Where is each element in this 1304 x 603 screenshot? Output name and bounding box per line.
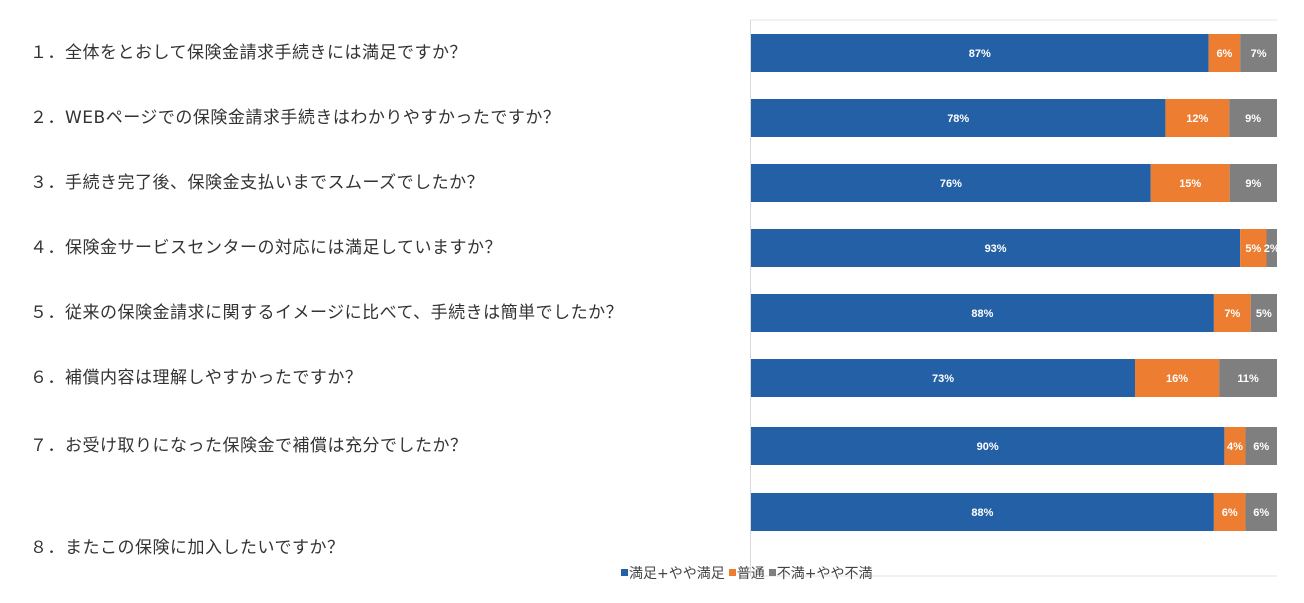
bar-neutral — [1208, 34, 1241, 72]
data-label-dissatisfied: 6% — [1253, 441, 1269, 453]
bar-neutral — [1213, 294, 1251, 332]
bar-satisfied — [751, 99, 1166, 137]
bar-dissatisfied — [1245, 427, 1277, 465]
bar-satisfied — [751, 359, 1135, 397]
data-label-neutral: 16% — [1166, 373, 1188, 385]
legend-item: 満足+やや満足 — [621, 563, 725, 583]
data-label-neutral: 4% — [1227, 441, 1243, 453]
data-label-neutral: 15% — [1179, 178, 1201, 190]
question-list: １．全体をとおして保険金請求手続きには満足ですか？ ２．WEBページでの保険金請求… — [30, 43, 624, 558]
data-label-dissatisfied: 9% — [1245, 178, 1261, 190]
legend-swatch — [728, 569, 736, 576]
data-label-satisfied: 76% — [940, 178, 962, 190]
data-label-satisfied: 87% — [969, 48, 991, 60]
legend-label: 不満+やや不満 — [776, 566, 873, 582]
data-label-dissatisfied: 6% — [1253, 507, 1269, 519]
question-label: ８．またこの保険に加入したいですか？ — [30, 538, 345, 558]
bar-satisfied — [751, 164, 1151, 202]
legend-swatch — [768, 569, 776, 576]
bar-dissatisfied — [1245, 493, 1277, 531]
data-label-satisfied: 90% — [977, 441, 999, 453]
data-label-satisfied: 88% — [971, 507, 993, 519]
data-label-dissatisfied: 7% — [1251, 48, 1267, 60]
legend-label: 普通 — [736, 566, 765, 582]
bar-satisfied — [751, 427, 1225, 465]
question-label: １．全体をとおして保険金請求手続きには満足ですか？ — [30, 43, 467, 63]
question-label: ６．補償内容は理解しやすかったですか？ — [30, 368, 363, 388]
bar-satisfied — [751, 34, 1209, 72]
data-label-neutral: 12% — [1186, 113, 1208, 125]
legend-item: 普通 — [728, 563, 765, 583]
legend-item: 不満+やや不満 — [768, 563, 873, 583]
question-label: ３．手続き完了後、保険金支払いまでスムーズでしたか？ — [30, 173, 485, 193]
data-label-dissatisfied: 5% — [1256, 308, 1272, 320]
data-label-satisfied: 93% — [985, 243, 1007, 255]
question-label: ５．従来の保険金請求に関するイメージに比べて、手続きは簡単でしたか？ — [30, 303, 624, 323]
question-label: ２．WEBページでの保険金請求手続きはわかりやすかったですか？ — [30, 108, 561, 128]
bar-neutral — [1150, 164, 1230, 202]
bar-satisfied — [751, 294, 1214, 332]
bar-group: 87% 6% 7%78% 12% 9%76% 15% 9%93% 5% 2%88% 7% 5%73%… — [751, 34, 1280, 531]
legend-swatch — [621, 569, 628, 576]
data-label-dissatisfied: 11% — [1237, 373, 1259, 385]
data-label-dissatisfied: 9% — [1245, 113, 1261, 125]
bar-neutral — [1240, 229, 1267, 267]
data-label-neutral: 6% — [1216, 48, 1232, 60]
bar-dissatisfied — [1250, 294, 1277, 332]
bar-dissatisfied — [1229, 99, 1277, 137]
bar-neutral — [1134, 359, 1220, 397]
question-label: ７．お受け取りになった保険金で補償は充分でしたか？ — [30, 436, 468, 456]
data-label-neutral: 7% — [1224, 308, 1240, 320]
bar-dissatisfied — [1229, 164, 1277, 202]
data-label-satisfied: 78% — [947, 113, 969, 125]
data-label-satisfied: 88% — [971, 308, 993, 320]
bar-neutral — [1165, 99, 1230, 137]
bar-neutral — [1224, 427, 1246, 465]
bar-satisfied — [751, 493, 1214, 531]
legend-label: 満足+やや満足 — [629, 566, 725, 582]
bar-dissatisfied — [1219, 359, 1277, 397]
bar-dissatisfied — [1240, 34, 1277, 72]
legend-items: 満足+やや満足 普通 不満+やや不満 — [621, 563, 876, 583]
bar-satisfied — [751, 229, 1241, 267]
data-label-dissatisfied: 2% — [1264, 243, 1280, 255]
bar-dissatisfied — [1266, 229, 1277, 267]
bar-neutral — [1213, 493, 1246, 531]
data-label-neutral: 5% — [1245, 243, 1261, 255]
data-label-neutral: 6% — [1222, 507, 1238, 519]
question-label: ４．保険金サービスセンターの対応には満足していますか？ — [30, 238, 502, 258]
data-label-satisfied: 73% — [932, 373, 954, 385]
